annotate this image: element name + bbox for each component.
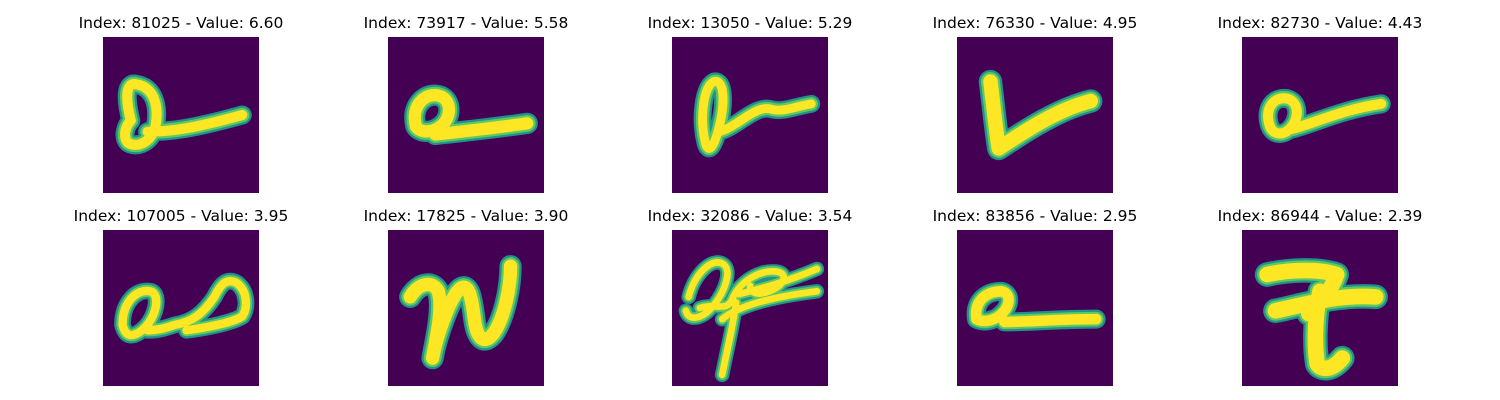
panel-6: Index: 107005 - Value: 3.95 bbox=[103, 230, 259, 386]
digit-image bbox=[957, 230, 1113, 386]
digit-image bbox=[672, 37, 828, 193]
panel-3: Index: 13050 - Value: 5.29 bbox=[672, 37, 828, 193]
digit-image bbox=[1242, 37, 1398, 193]
digit-image bbox=[388, 37, 544, 193]
panel-7: Index: 17825 - Value: 3.90 bbox=[388, 230, 544, 386]
panel-title: Index: 81025 - Value: 6.60 bbox=[43, 13, 319, 33]
digit-image bbox=[103, 230, 259, 386]
panel-title: Index: 86944 - Value: 2.39 bbox=[1182, 206, 1458, 226]
panel-1: Index: 81025 - Value: 6.60 bbox=[103, 37, 259, 193]
panel-2: Index: 73917 - Value: 5.58 bbox=[388, 37, 544, 193]
digit-image bbox=[957, 37, 1113, 193]
panel-title: Index: 17825 - Value: 3.90 bbox=[328, 206, 604, 226]
panel-title: Index: 73917 - Value: 5.58 bbox=[328, 13, 604, 33]
panel-title: Index: 32086 - Value: 3.54 bbox=[612, 206, 888, 226]
panel-9: Index: 83856 - Value: 2.95 bbox=[957, 230, 1113, 386]
panel-5: Index: 82730 - Value: 4.43 bbox=[1242, 37, 1398, 193]
panel-title: Index: 82730 - Value: 4.43 bbox=[1182, 13, 1458, 33]
panel-title: Index: 83856 - Value: 2.95 bbox=[897, 206, 1173, 226]
digit-image bbox=[103, 37, 259, 193]
digit-image bbox=[1242, 230, 1398, 386]
digit-image bbox=[672, 230, 828, 386]
panel-title: Index: 13050 - Value: 5.29 bbox=[612, 13, 888, 33]
digit-image bbox=[388, 230, 544, 386]
panel-title: Index: 107005 - Value: 3.95 bbox=[43, 206, 319, 226]
panel-8: Index: 32086 - Value: 3.54 bbox=[672, 230, 828, 386]
panel-title: Index: 76330 - Value: 4.95 bbox=[897, 13, 1173, 33]
panel-4: Index: 76330 - Value: 4.95 bbox=[957, 37, 1113, 193]
panel-10: Index: 86944 - Value: 2.39 bbox=[1242, 230, 1398, 386]
